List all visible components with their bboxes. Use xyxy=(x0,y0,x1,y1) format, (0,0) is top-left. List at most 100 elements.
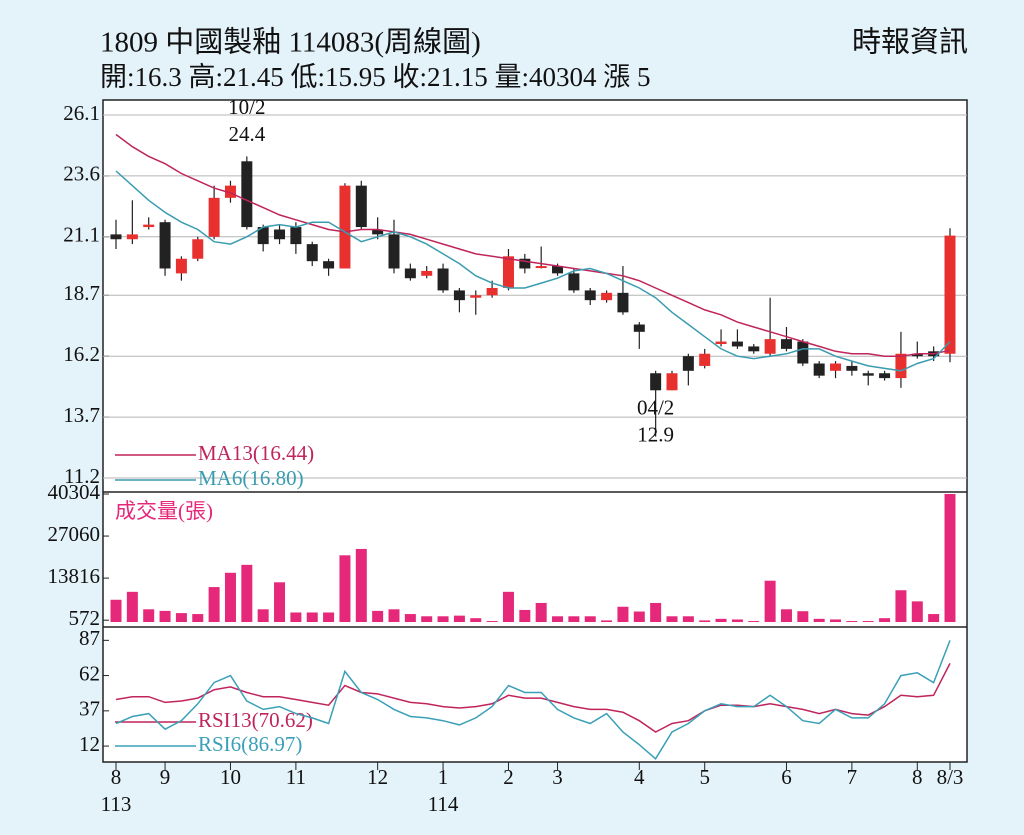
annotation-value: 24.4 xyxy=(228,122,265,146)
candle-body xyxy=(339,185,351,269)
y-tick-label: 40304 xyxy=(48,480,101,504)
candle-body xyxy=(470,295,482,298)
candle-body xyxy=(617,292,629,313)
candle-body xyxy=(519,258,531,269)
volume-bar xyxy=(666,616,678,622)
candle-body xyxy=(699,353,711,366)
candle-body xyxy=(764,339,776,354)
candle-body xyxy=(813,363,825,376)
volume-bar xyxy=(650,602,662,622)
volume-bar xyxy=(502,591,514,622)
x-tick-label: 3 xyxy=(552,765,563,789)
volume-bar xyxy=(911,601,923,622)
y-tick-label: 87 xyxy=(79,626,100,650)
annotation-label: 10/2 xyxy=(228,95,265,119)
candle-body xyxy=(355,185,367,228)
volume-bar xyxy=(453,615,465,622)
line xyxy=(115,170,951,372)
year-label: 114 xyxy=(428,792,459,816)
y-tick-label: 37 xyxy=(79,697,100,721)
candle-body xyxy=(846,365,858,371)
candle-body xyxy=(421,270,433,276)
candle-body xyxy=(437,268,449,291)
candle-body xyxy=(502,256,514,288)
y-tick-label: 62 xyxy=(79,661,100,685)
candle-body xyxy=(879,373,891,379)
x-tick-label: 8 xyxy=(912,765,923,789)
panel-title: 成交量(張) xyxy=(115,499,213,523)
volume-bar xyxy=(274,582,286,622)
volume-bar xyxy=(830,619,842,622)
candle-body xyxy=(241,161,253,228)
candle-body xyxy=(110,234,122,240)
line xyxy=(115,640,951,760)
candle-body xyxy=(748,346,760,352)
volume-bar xyxy=(715,618,727,622)
x-tick-label: 5 xyxy=(699,765,710,789)
volume-bar xyxy=(143,609,155,622)
candle-body xyxy=(257,227,269,245)
volume-bar xyxy=(764,580,776,622)
y-tick-label: 13.7 xyxy=(63,403,100,427)
volume-bar xyxy=(257,609,269,622)
volume-bar xyxy=(601,620,613,622)
volume-bar xyxy=(339,555,351,622)
candle-body xyxy=(797,341,809,364)
volume-bar xyxy=(633,611,645,622)
candle-body xyxy=(715,341,727,345)
candle-body xyxy=(682,356,694,371)
candle-body xyxy=(535,266,547,269)
volume-bar xyxy=(306,612,318,622)
candle-body xyxy=(175,258,187,274)
candle-body xyxy=(830,363,842,371)
volume-bar xyxy=(748,621,760,622)
volume-bar xyxy=(388,609,400,622)
volume-bar xyxy=(862,621,874,622)
x-tick-label: 8 xyxy=(111,765,122,789)
volume-bar xyxy=(813,618,825,622)
x-tick-label: 7 xyxy=(847,765,858,789)
legend-label: RSI6(86.97) xyxy=(198,732,302,756)
candle-body xyxy=(486,287,498,296)
x-tick-label: 6 xyxy=(781,765,792,789)
volume-bar xyxy=(682,616,694,622)
candle-body xyxy=(208,197,220,237)
y-tick-label: 27060 xyxy=(48,522,101,546)
candle-body xyxy=(911,353,923,357)
volume-bar xyxy=(879,618,891,622)
candle-body xyxy=(192,239,204,259)
candle-body xyxy=(633,324,645,332)
volume-bar xyxy=(568,616,580,622)
candle-body xyxy=(126,234,138,240)
candle-body xyxy=(601,292,613,301)
volume-bar xyxy=(944,494,956,622)
x-tick-label: 10 xyxy=(220,765,241,789)
volume-bar xyxy=(731,619,743,622)
volume-bar xyxy=(355,548,367,622)
y-tick-label: 21.1 xyxy=(63,223,100,247)
candle-body xyxy=(944,235,956,354)
candle-body xyxy=(584,290,596,301)
volume-bar xyxy=(241,564,253,622)
volume-bar xyxy=(928,614,940,622)
volume-bar xyxy=(437,616,449,622)
candle-body xyxy=(143,224,155,228)
y-tick-label: 26.1 xyxy=(63,101,100,125)
x-tick-label: 11 xyxy=(286,765,306,789)
volume-bar xyxy=(159,610,171,622)
legend-label: MA6(16.80) xyxy=(198,466,304,490)
source: 時報資訊 xyxy=(852,26,968,59)
candle-body xyxy=(666,373,678,391)
candle-body xyxy=(372,229,384,235)
y-tick-label: 18.7 xyxy=(63,281,100,305)
candle-body xyxy=(306,244,318,262)
volume-bar xyxy=(323,612,335,622)
volume-bar xyxy=(617,606,629,622)
volume-bar xyxy=(470,618,482,622)
candle-body xyxy=(731,341,743,347)
volume-bar xyxy=(552,616,564,622)
candle-body xyxy=(323,261,335,269)
volume-bar xyxy=(535,602,547,622)
candle-body xyxy=(224,185,236,198)
volume-bar xyxy=(110,599,122,622)
